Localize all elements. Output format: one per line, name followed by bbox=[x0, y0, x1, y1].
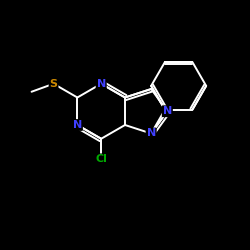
Text: Cl: Cl bbox=[95, 154, 107, 164]
Text: S: S bbox=[50, 79, 58, 89]
Text: N: N bbox=[73, 120, 82, 130]
Text: N: N bbox=[163, 106, 172, 116]
Text: N: N bbox=[146, 128, 156, 138]
Text: N: N bbox=[96, 79, 106, 89]
